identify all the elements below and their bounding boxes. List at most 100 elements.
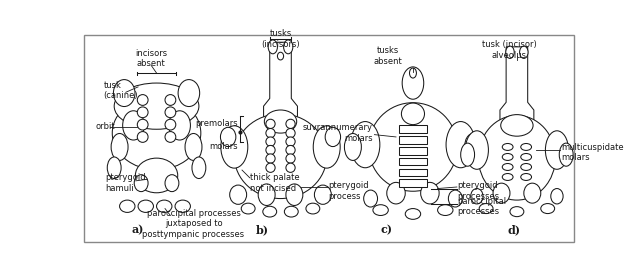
Ellipse shape — [446, 122, 475, 168]
Ellipse shape — [157, 200, 172, 212]
Ellipse shape — [119, 200, 135, 212]
Text: paroccipital
processes: paroccipital processes — [457, 197, 506, 216]
Ellipse shape — [169, 111, 191, 140]
Text: thick palate
not incised: thick palate not incised — [250, 174, 299, 193]
Ellipse shape — [410, 68, 417, 78]
Ellipse shape — [559, 143, 573, 166]
Text: b): b) — [256, 224, 269, 235]
Ellipse shape — [551, 189, 563, 204]
Ellipse shape — [277, 52, 284, 60]
Ellipse shape — [502, 164, 513, 170]
Ellipse shape — [521, 153, 532, 160]
Ellipse shape — [284, 40, 293, 54]
Ellipse shape — [493, 183, 510, 203]
Ellipse shape — [363, 190, 377, 207]
Circle shape — [266, 154, 275, 163]
Ellipse shape — [471, 189, 483, 204]
Circle shape — [266, 128, 275, 138]
Ellipse shape — [461, 143, 474, 166]
Ellipse shape — [502, 153, 513, 160]
Ellipse shape — [241, 203, 255, 214]
Ellipse shape — [344, 133, 361, 160]
Text: d): d) — [508, 224, 521, 235]
Circle shape — [165, 119, 176, 130]
Ellipse shape — [192, 157, 206, 178]
Circle shape — [286, 119, 295, 128]
Text: tusk
(canine): tusk (canine) — [103, 81, 138, 100]
Ellipse shape — [175, 200, 191, 212]
Ellipse shape — [234, 114, 327, 199]
Ellipse shape — [402, 67, 424, 99]
Ellipse shape — [313, 126, 340, 168]
Ellipse shape — [506, 46, 514, 58]
Text: orbit: orbit — [96, 122, 116, 131]
Bar — [399, 158, 427, 166]
Text: suvrannumerary
molars: suvrannumerary molars — [303, 123, 373, 143]
Ellipse shape — [185, 133, 202, 160]
Ellipse shape — [258, 184, 275, 205]
Circle shape — [266, 137, 275, 146]
Bar — [399, 136, 427, 144]
Ellipse shape — [448, 190, 462, 207]
Ellipse shape — [465, 133, 482, 160]
Ellipse shape — [386, 182, 405, 204]
Bar — [399, 169, 427, 176]
Ellipse shape — [221, 126, 248, 168]
Circle shape — [286, 137, 295, 146]
Ellipse shape — [521, 164, 532, 170]
Ellipse shape — [401, 103, 424, 125]
Text: tusk (incisor)
alveolus: tusk (incisor) alveolus — [482, 40, 537, 60]
Ellipse shape — [546, 131, 569, 169]
Ellipse shape — [265, 110, 297, 133]
Ellipse shape — [263, 206, 277, 217]
Ellipse shape — [286, 184, 303, 205]
Ellipse shape — [114, 79, 135, 106]
Ellipse shape — [325, 127, 340, 147]
Ellipse shape — [521, 144, 532, 150]
Ellipse shape — [465, 131, 489, 169]
Ellipse shape — [479, 204, 493, 214]
Ellipse shape — [138, 200, 153, 212]
Circle shape — [165, 131, 176, 142]
Ellipse shape — [165, 175, 179, 192]
Text: incisors
absent: incisors absent — [135, 49, 167, 68]
Text: paroccipital processes
juxtaposed to
posttympanic processes: paroccipital processes juxtaposed to pos… — [143, 209, 245, 239]
Ellipse shape — [112, 97, 201, 170]
Ellipse shape — [373, 205, 388, 216]
Text: pterygoid
hamuli: pterygoid hamuli — [105, 174, 146, 193]
Ellipse shape — [268, 40, 277, 54]
Text: c): c) — [381, 224, 393, 235]
Circle shape — [286, 145, 295, 155]
Text: pterygoid
processes: pterygoid processes — [457, 181, 499, 200]
Ellipse shape — [421, 182, 439, 204]
Ellipse shape — [519, 46, 528, 58]
Ellipse shape — [123, 111, 144, 140]
Text: pterygoid
process: pterygoid process — [328, 181, 369, 200]
Text: a): a) — [132, 224, 144, 235]
Circle shape — [137, 107, 148, 118]
Ellipse shape — [111, 133, 128, 160]
Ellipse shape — [351, 122, 380, 168]
Ellipse shape — [524, 183, 541, 203]
Ellipse shape — [306, 203, 320, 214]
Ellipse shape — [502, 144, 513, 150]
Circle shape — [266, 163, 275, 172]
Circle shape — [137, 131, 148, 142]
Bar — [399, 125, 427, 133]
Ellipse shape — [405, 208, 421, 219]
Ellipse shape — [510, 207, 524, 217]
Ellipse shape — [501, 115, 533, 136]
Text: tusks
absent: tusks absent — [373, 46, 402, 66]
Ellipse shape — [284, 206, 299, 217]
Circle shape — [137, 95, 148, 105]
Ellipse shape — [315, 185, 331, 204]
Circle shape — [165, 95, 176, 105]
Circle shape — [286, 154, 295, 163]
Ellipse shape — [134, 175, 148, 192]
Circle shape — [266, 119, 275, 128]
Circle shape — [286, 128, 295, 138]
Ellipse shape — [541, 204, 555, 214]
Circle shape — [266, 145, 275, 155]
Ellipse shape — [107, 157, 121, 178]
Ellipse shape — [478, 116, 555, 200]
